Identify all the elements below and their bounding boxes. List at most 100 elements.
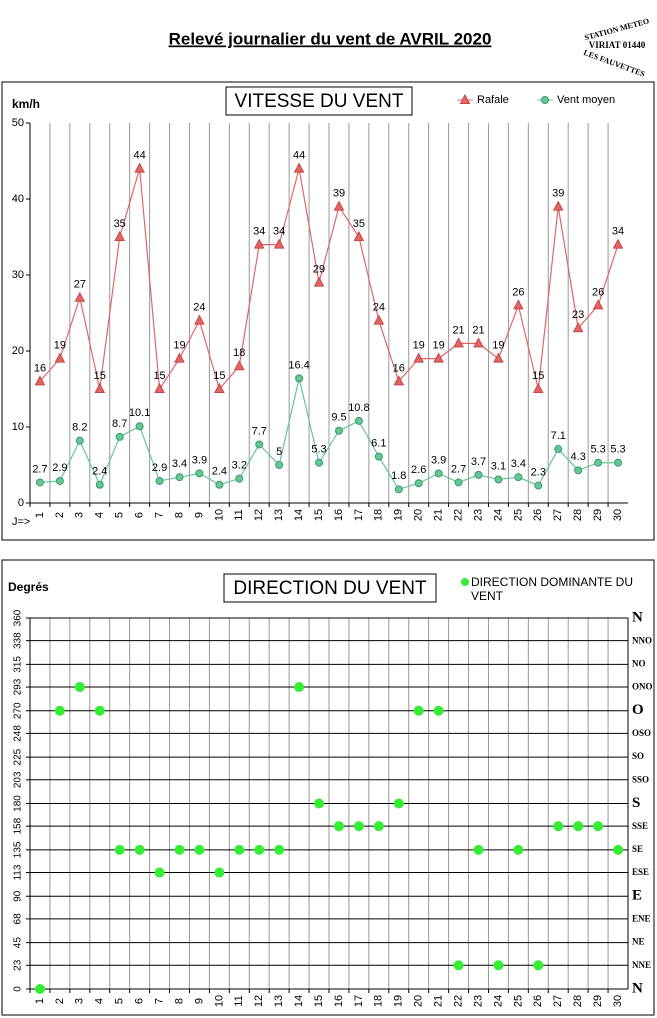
x-tick-label: 9 xyxy=(193,512,205,518)
x-axis-label: J=> xyxy=(12,516,30,528)
data-label: 15 xyxy=(94,370,106,382)
y-tick-label: 113 xyxy=(13,864,24,880)
marker xyxy=(574,466,583,475)
data-label: 2.3 xyxy=(531,466,546,478)
x-tick-label: 30 xyxy=(612,995,624,1007)
data-label: 15 xyxy=(153,370,165,382)
data-label: 24 xyxy=(193,302,205,314)
x-tick-label: 16 xyxy=(333,995,345,1007)
stamp-middle: VIRIAT 01440 xyxy=(589,40,646,50)
marker xyxy=(553,821,564,832)
marker xyxy=(75,436,84,445)
y-tick-label: 360 xyxy=(13,609,24,626)
marker xyxy=(513,299,524,310)
marker xyxy=(134,844,145,855)
x-tick-label: 28 xyxy=(572,509,584,521)
data-label: 10.1 xyxy=(129,407,150,419)
marker xyxy=(534,481,543,490)
marker xyxy=(34,375,46,386)
marker xyxy=(54,352,66,363)
data-label: 21 xyxy=(472,324,484,336)
marker xyxy=(95,480,104,489)
marker xyxy=(593,821,604,832)
x-tick-label: 22 xyxy=(452,995,464,1007)
x-tick-label: 15 xyxy=(313,509,325,521)
data-label: 9.5 xyxy=(331,412,346,424)
marker xyxy=(34,984,45,994)
marker xyxy=(453,960,464,971)
y-tick-label: 180 xyxy=(13,795,24,812)
marker xyxy=(592,299,604,310)
marker xyxy=(194,314,205,325)
marker xyxy=(473,337,484,348)
marker xyxy=(433,352,444,363)
data-label: 3.4 xyxy=(172,458,187,470)
y-tick-label: 293 xyxy=(13,678,24,695)
chart-title: DIRECTION DU VENT xyxy=(233,578,427,599)
marker xyxy=(254,844,265,855)
y2-tick-label: N xyxy=(632,609,643,625)
x-tick-label: 10 xyxy=(213,995,225,1007)
x-tick-label: 29 xyxy=(592,509,604,521)
stamp: STATION METEO VIRIAT 01440 LES FAUVETTES xyxy=(582,16,650,78)
stamp-bottom: LES FAUVETTES xyxy=(582,48,646,79)
x-tick-label: 8 xyxy=(173,512,185,518)
x-tick-label: 27 xyxy=(552,509,564,521)
y-tick-label: 158 xyxy=(13,817,24,834)
title-box xyxy=(223,573,437,603)
marker xyxy=(114,230,126,241)
x-tick-label: 9 xyxy=(193,998,205,1004)
x-tick-label: 30 xyxy=(612,509,624,521)
y-tick-label: 50 xyxy=(12,117,24,129)
x-tick-label: 12 xyxy=(253,995,265,1007)
marker xyxy=(293,162,305,173)
data-label: 2.6 xyxy=(411,464,426,476)
x-tick-label: 18 xyxy=(373,995,385,1007)
x-tick-label: 10 xyxy=(213,509,225,521)
y2-tick-label: SSE xyxy=(632,821,648,831)
data-label: 24 xyxy=(373,302,385,314)
x-tick-label: 17 xyxy=(353,995,365,1007)
data-label: 3.7 xyxy=(471,456,486,468)
marker xyxy=(374,452,383,461)
y-tick-label: 20 xyxy=(12,345,24,357)
marker xyxy=(493,352,504,363)
x-tick-label: 5 xyxy=(114,998,126,1004)
y2-tick-label: SSO xyxy=(632,774,649,784)
y2-tick-label: N xyxy=(632,980,643,996)
marker xyxy=(459,93,471,104)
x-tick-label: 14 xyxy=(293,995,305,1007)
data-label: 3.9 xyxy=(192,454,207,466)
legend-marker xyxy=(461,578,469,586)
marker xyxy=(532,382,544,393)
x-tick-label: 14 xyxy=(293,509,305,521)
marker xyxy=(55,476,64,485)
data-label: 29 xyxy=(313,264,325,276)
marker xyxy=(413,705,424,716)
data-label: 39 xyxy=(552,188,564,200)
marker xyxy=(414,479,423,488)
data-label: 19 xyxy=(413,340,425,352)
y-axis-label: km/h xyxy=(12,97,40,111)
data-label: 3.2 xyxy=(232,460,247,472)
marker xyxy=(154,867,165,878)
y-tick-label: 338 xyxy=(13,632,24,649)
x-tick-label: 2 xyxy=(54,998,66,1004)
marker xyxy=(572,322,584,333)
marker xyxy=(135,422,144,431)
y-tick-label: 90 xyxy=(13,890,24,902)
data-label: 8.2 xyxy=(72,422,87,434)
x-tick-label: 17 xyxy=(353,509,365,521)
x-tick-label: 1 xyxy=(34,512,46,518)
y-tick-label: 225 xyxy=(13,748,24,765)
x-tick-label: 21 xyxy=(433,995,445,1007)
x-tick-label: 12 xyxy=(253,509,265,521)
marker xyxy=(434,469,443,478)
x-tick-label: 3 xyxy=(74,998,86,1004)
y-tick-label: 315 xyxy=(13,656,24,673)
marker xyxy=(314,798,325,809)
marker xyxy=(493,960,504,971)
marker xyxy=(235,474,244,483)
marker xyxy=(35,478,44,487)
